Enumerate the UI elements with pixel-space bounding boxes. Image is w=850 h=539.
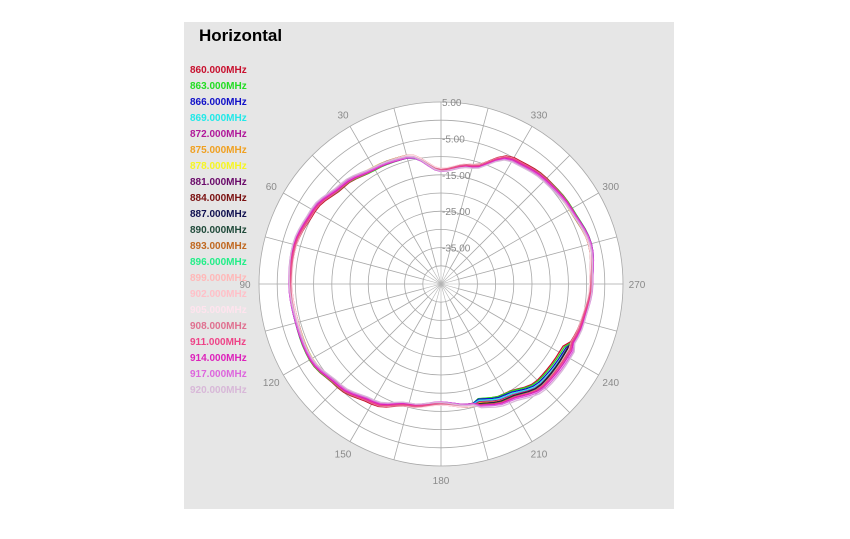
grid-spoke <box>312 155 429 272</box>
grid-spoke-inner <box>440 283 457 294</box>
legend-entry: 884.000MHz <box>190 193 247 204</box>
grid-spoke <box>458 288 617 332</box>
legend-entry: 860.000MHz <box>190 65 247 76</box>
grid-spoke <box>349 126 433 269</box>
grid-spoke-inner <box>431 268 442 285</box>
grid-spoke-inner <box>440 283 455 298</box>
angle-tick-label: 60 <box>266 182 278 193</box>
legend-entry: 875.000MHz <box>190 145 247 156</box>
angle-tick-label: 270 <box>629 280 646 291</box>
grid-spoke <box>453 155 570 272</box>
angle-tick-label: 180 <box>433 476 450 487</box>
legend-entry: 914.000MHz <box>190 353 247 364</box>
grid-spoke-inner <box>440 283 447 302</box>
legend-entry: 905.000MHz <box>190 305 247 316</box>
grid-spoke <box>283 292 426 376</box>
grid-spoke-inner <box>440 270 455 285</box>
grid-spoke-inner <box>440 274 457 285</box>
grid-spoke-inner <box>435 266 442 285</box>
angle-tick-label: 330 <box>531 110 548 121</box>
grid-spoke <box>265 288 424 332</box>
legend-entry: 872.000MHz <box>190 129 247 140</box>
grid-spoke <box>449 299 533 442</box>
grid-spoke-inner <box>427 270 442 285</box>
grid-spoke <box>445 108 489 267</box>
grid-spoke <box>456 192 599 276</box>
legend-entry: 893.000MHz <box>190 241 247 252</box>
grid-spoke-inner <box>425 274 442 285</box>
grid-spoke <box>393 108 437 267</box>
grid-spoke-inner <box>427 283 442 298</box>
grid-spoke <box>349 299 433 442</box>
chart-panel: Horizontal 860.000MHz 863.000MHz 866.000MH… <box>184 22 674 509</box>
legend-entry: 896.000MHz <box>190 257 247 268</box>
legend-entry: 902.000MHz <box>190 289 247 300</box>
grid-spoke-inner <box>435 283 442 302</box>
legend-entry: 911.000MHz <box>190 337 247 348</box>
grid-spoke <box>456 292 599 376</box>
radial-tick-label: 5.00 <box>442 98 462 109</box>
legend-entry: 899.000MHz <box>190 273 247 284</box>
grid-spoke <box>449 126 533 269</box>
grid-spoke-inner <box>423 278 442 285</box>
grid-spoke <box>283 192 426 276</box>
grid-spoke <box>453 296 570 413</box>
grid-spoke-inner <box>425 283 442 294</box>
grid-spoke <box>265 236 424 280</box>
grid-spoke-inner <box>440 268 451 285</box>
angle-tick-label: 210 <box>531 450 548 461</box>
legend-entry: 869.000MHz <box>190 113 247 124</box>
angle-tick-label: 300 <box>602 182 619 193</box>
angle-tick-label: 240 <box>602 378 619 389</box>
legend-entry: 917.000MHz <box>190 369 247 380</box>
radial-tick-label: -35.00 <box>442 244 471 255</box>
legend-entry: 866.000MHz <box>190 97 247 108</box>
legend-entry: 878.000MHz <box>190 161 247 172</box>
grid-spoke-inner <box>440 266 447 285</box>
grid-spoke-inner <box>431 283 442 300</box>
radial-tick-label: -15.00 <box>442 171 471 182</box>
angle-tick-label: 150 <box>335 450 352 461</box>
legend: 860.000MHz 863.000MHz 866.000MHz 869.000MHz… <box>190 63 247 399</box>
angle-tick-label: 120 <box>263 378 280 389</box>
grid-spoke <box>312 296 429 413</box>
grid-spoke <box>393 301 437 460</box>
grid-spoke-inner <box>440 283 459 290</box>
legend-entry: 920.000MHz <box>190 385 247 396</box>
grid-spoke <box>445 301 489 460</box>
legend-entry: 863.000MHz <box>190 81 247 92</box>
polar-plot: 5.00 -5.00 -15.00 -25.00 -35.00 30 60 90 120 150 1… <box>239 98 646 487</box>
grid-spoke-inner <box>440 283 451 300</box>
legend-entry: 881.000MHz <box>190 177 247 188</box>
radial-tick-label: -25.00 <box>442 207 471 218</box>
legend-entry: 887.000MHz <box>190 209 247 220</box>
series-trace <box>288 155 593 409</box>
angle-tick-label: 30 <box>337 110 349 121</box>
chart-title: Horizontal <box>199 26 283 45</box>
legend-entry: 890.000MHz <box>190 225 247 236</box>
radial-tick-label: -5.00 <box>442 134 465 145</box>
angle-tick-label: 90 <box>239 280 251 291</box>
grid-spoke-inner <box>440 278 459 285</box>
legend-entry: 908.000MHz <box>190 321 247 332</box>
grid-spoke-inner <box>423 283 442 290</box>
